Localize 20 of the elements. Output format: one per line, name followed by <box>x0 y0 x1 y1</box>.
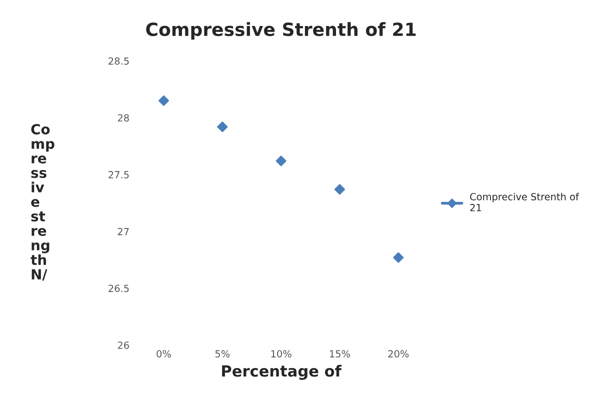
point <box>158 95 170 106</box>
y-tick-label: 27.5 <box>108 171 129 178</box>
x-tick-label: 15% <box>330 350 350 358</box>
x-tick-label: 5% <box>215 350 230 358</box>
x-tick-label: 10% <box>271 350 292 358</box>
point <box>276 156 286 166</box>
legend-label: Comprecive Strenth of 21 <box>470 192 580 212</box>
y-tick-label: 26 <box>118 342 129 349</box>
y-tick-label: 28 <box>118 114 129 122</box>
y-tick-label: 27 <box>118 228 129 236</box>
x-tick-label: 0% <box>156 350 171 358</box>
y-tick-label: 28.5 <box>108 57 129 65</box>
point <box>393 252 404 263</box>
x-tick-label: 20% <box>388 350 409 358</box>
text: Compressive strength N/ <box>30 124 54 281</box>
point <box>334 184 346 195</box>
x-axis-title: Percentage of <box>222 364 342 380</box>
y-tick-label: 26.5 <box>108 284 129 292</box>
chart-title: Compressive Strenth of 21 <box>146 22 416 40</box>
point <box>217 122 228 132</box>
